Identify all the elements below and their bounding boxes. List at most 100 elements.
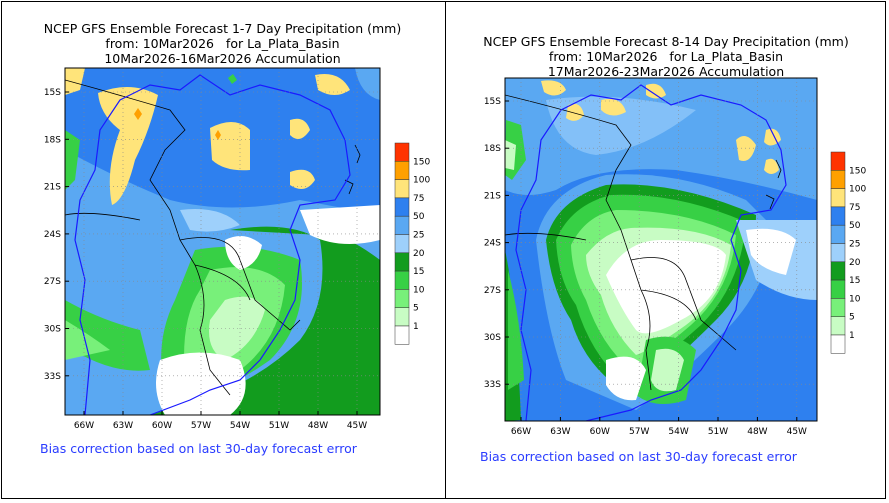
graticule xyxy=(505,78,817,421)
legend-label: 100 xyxy=(413,176,430,186)
legend-label: 75 xyxy=(413,194,424,204)
legend-swatch-c10 xyxy=(394,270,410,290)
legend-swatch-c150 xyxy=(394,142,410,162)
lon-tick-label: 60W xyxy=(152,421,172,431)
lat-tick-label: 18S xyxy=(44,135,61,145)
lon-tick-label: 66W xyxy=(511,427,531,437)
legend-label: 25 xyxy=(413,231,424,241)
panel-week2: NCEP GFS Ensemble Forecast 8-14 Day Prec… xyxy=(446,0,886,500)
legend-label: 10 xyxy=(849,294,861,304)
legend-swatch-c100 xyxy=(830,170,846,189)
legend-label: 1 xyxy=(849,331,855,341)
lat-tick-label: 21S xyxy=(484,191,501,201)
legend-label: 5 xyxy=(413,304,419,314)
lat-tick-label: 21S xyxy=(44,183,61,193)
lat-tick-label: 30S xyxy=(484,333,501,343)
legend-label: 15 xyxy=(413,267,424,277)
panel-title-line3: 17Mar2026-23Mar2026 Accumulation xyxy=(547,64,785,79)
lon-tick-label: 63W xyxy=(550,427,570,437)
legend-swatch-c100 xyxy=(394,161,410,180)
legend-label: 50 xyxy=(413,212,425,222)
legend-label: 150 xyxy=(849,166,866,176)
legend-label: 10 xyxy=(413,285,425,295)
lon-tick-label: 54W xyxy=(230,421,250,431)
legend-label: 20 xyxy=(413,249,425,259)
legend-swatch-c50 xyxy=(394,197,410,217)
lon-tick-label: 63W xyxy=(113,421,133,431)
lon-tick-label: 48W xyxy=(747,427,767,437)
panel-week1: NCEP GFS Ensemble Forecast 1-7 Day Preci… xyxy=(0,0,445,500)
legend-swatch-c10 xyxy=(830,279,846,299)
lon-tick-label: 51W xyxy=(269,421,289,431)
lon-tick-label: 57W xyxy=(629,427,649,437)
legend-swatch-c50 xyxy=(830,206,846,226)
panel-title-line3: 10Mar2026-16Mar2026 Accumulation xyxy=(104,51,341,66)
graticule xyxy=(65,68,380,415)
legend-swatch-c75 xyxy=(830,188,846,208)
lon-tick-label: 57W xyxy=(191,421,211,431)
axis-ticks: 15S 18S 21S 24S 27S 30S 33S 66W 63W 60W 57W 54W 51W 4… xyxy=(484,97,807,437)
legend-swatch-c1 xyxy=(830,316,846,336)
lon-tick-label: 54W xyxy=(668,427,688,437)
legend-swatch-c5 xyxy=(394,289,410,308)
map-frame xyxy=(504,77,818,422)
lat-tick-label: 18S xyxy=(484,144,501,154)
panel-title-line1: NCEP GFS Ensemble Forecast 8-14 Day Prec… xyxy=(483,34,849,49)
legend-label: 75 xyxy=(849,203,860,213)
legend-swatch-c15 xyxy=(394,252,410,272)
color-legend: 150 100 75 50 25 20 15 10 5 1 xyxy=(394,142,430,345)
legend-swatch-c20 xyxy=(394,234,410,254)
lon-tick-label: 45W xyxy=(787,427,807,437)
panel-divider xyxy=(445,1,446,499)
country-borders xyxy=(505,94,782,391)
legend-swatch-c20 xyxy=(830,243,846,263)
lat-tick-label: 30S xyxy=(44,325,61,335)
legend-label: 1 xyxy=(413,322,419,332)
lon-tick-label: 45W xyxy=(347,421,367,431)
legend-label: 20 xyxy=(849,258,861,268)
lon-tick-label: 60W xyxy=(590,427,610,437)
lat-tick-label: 27S xyxy=(484,286,501,296)
bias-correction-note: Bias correction based on last 30-day for… xyxy=(480,449,797,464)
country-borders xyxy=(65,79,361,396)
legend-label: 150 xyxy=(413,157,430,167)
precip-map-week1: 15S 18S 21S 24S 27S 30S 33S 66W 63W 60W 57W 54W 51W 4… xyxy=(44,67,430,431)
lon-tick-label: 48W xyxy=(308,421,328,431)
lat-tick-label: 24S xyxy=(44,230,61,240)
basin-boundary xyxy=(74,74,351,415)
lon-tick-label: 51W xyxy=(708,427,728,437)
legend-label: 100 xyxy=(849,185,866,195)
legend-swatch-c5 xyxy=(830,298,846,317)
legend-label: 25 xyxy=(849,240,860,250)
legend-swatch-c15 xyxy=(830,261,846,281)
lat-tick-label: 15S xyxy=(44,88,61,98)
legend-swatch-c25 xyxy=(394,215,410,235)
precip-map-week2: 15S 18S 21S 24S 27S 30S 33S 66W 63W 60W 57W 54W 51W 4… xyxy=(484,77,866,437)
legend-swatch-c75 xyxy=(394,179,410,199)
bias-correction-note: Bias correction based on last 30-day for… xyxy=(40,441,357,456)
legend-swatch-c25 xyxy=(830,224,846,244)
legend-swatch-c0 xyxy=(394,325,410,345)
basin-boundary xyxy=(515,84,787,421)
panel-title-line2: from: 10Mar2026 for La_Plata_Basin xyxy=(105,36,340,51)
lat-tick-label: 24S xyxy=(484,239,501,249)
axis-ticks: 15S 18S 21S 24S 27S 30S 33S 66W 63W 60W 57W 54W 51W 4… xyxy=(44,88,367,431)
lat-tick-label: 33S xyxy=(44,372,61,382)
legend-label: 15 xyxy=(849,276,860,286)
lon-tick-label: 66W xyxy=(74,421,94,431)
panel-title-line1: NCEP GFS Ensemble Forecast 1-7 Day Preci… xyxy=(43,21,402,36)
precip-field xyxy=(505,78,817,421)
lat-tick-label: 27S xyxy=(44,277,61,287)
lat-tick-label: 33S xyxy=(484,380,501,390)
legend-label: 50 xyxy=(849,221,861,231)
panel-title-line2: from: 10Mar2026 for La_Plata_Basin xyxy=(548,49,784,64)
legend-swatch-c1 xyxy=(394,307,410,327)
legend-label: 5 xyxy=(849,313,855,323)
map-frame xyxy=(64,67,381,416)
precip-field xyxy=(65,68,380,415)
lat-tick-label: 15S xyxy=(484,97,501,107)
legend-swatch-c0 xyxy=(830,334,846,354)
color-legend: 150 100 75 50 25 20 15 10 5 1 xyxy=(830,151,866,354)
legend-swatch-c150 xyxy=(830,151,846,171)
